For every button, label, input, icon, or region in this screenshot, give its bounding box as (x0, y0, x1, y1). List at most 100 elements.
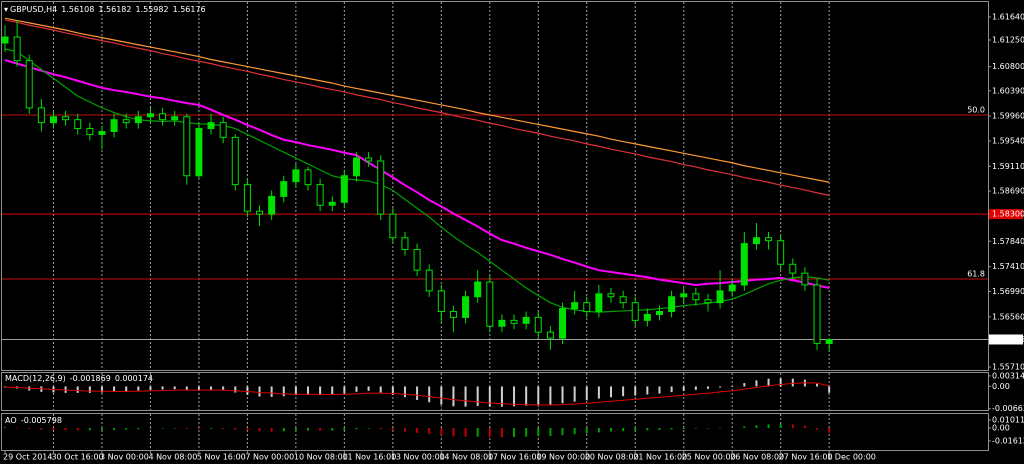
macd-bar (100, 386, 103, 393)
macd-bar (610, 386, 612, 398)
candle-body (340, 175, 348, 203)
ao-bar (137, 428, 140, 430)
ao-last: -0.005798 (21, 416, 62, 425)
candle-body (595, 293, 603, 313)
x-tick-label: 21 Nov 16:00 (633, 453, 687, 462)
ao-bar (828, 428, 831, 433)
ao-bar (585, 428, 588, 434)
ao-bar (246, 428, 249, 431)
candle-body (765, 237, 773, 242)
macd-bar (440, 386, 443, 405)
macd-bar (149, 386, 152, 390)
x-tick-label: 17 Nov 16:00 (488, 453, 542, 462)
candle-body (231, 136, 239, 186)
ao-bar (634, 428, 637, 431)
candle-body (752, 237, 760, 245)
ao-bar (88, 428, 91, 431)
signal-line (4, 382, 830, 406)
candle-body (13, 36, 21, 62)
macd-bar (185, 386, 188, 391)
ao-bar (307, 428, 309, 431)
x-tick-label: 26 Nov 08:00 (730, 453, 784, 462)
ao-bar (561, 428, 564, 436)
candle-body (122, 119, 130, 124)
ao-bar (113, 428, 116, 430)
candle-body (813, 284, 821, 344)
candle-body (728, 284, 736, 292)
ao-bar (197, 428, 200, 429)
macd-bar (125, 386, 128, 392)
candle-body (146, 113, 154, 118)
candle-body (62, 116, 70, 121)
candle-body (256, 210, 264, 215)
macd-bar (682, 386, 685, 391)
candle-body (207, 122, 215, 130)
candle-body (74, 119, 82, 130)
candle-body (559, 308, 567, 339)
ao-bar (16, 427, 19, 429)
candle-body (413, 249, 421, 271)
symbol-title: GBPUSD,H4 (10, 5, 57, 14)
level-label: 61.8 (967, 270, 985, 279)
ao-bar (52, 428, 55, 430)
y-tick-label: 1.61250 (992, 36, 1024, 45)
macd-label: MACD(12,26,9) (5, 374, 66, 383)
moving-average (4, 48, 830, 313)
chart-header: ▾ GBPUSD,H4 1.56108 1.56182 1.55982 1.56176 (4, 5, 206, 14)
x-tick-label: 1 Dec 00:00 (827, 453, 876, 462)
ao-label: AO (5, 416, 17, 425)
x-tick-label: 25 Nov 00:00 (682, 453, 736, 462)
last-low: 1.55982 (135, 5, 168, 14)
candle-body (692, 293, 700, 301)
macd-bar (791, 378, 794, 387)
level-label: 50.0 (967, 105, 985, 114)
candle-body (268, 195, 276, 215)
candle-body (510, 319, 518, 324)
ao-bar (743, 426, 746, 428)
macd-bar (743, 383, 746, 387)
ao-bar (513, 428, 516, 438)
signal-last: 0.000174 (115, 374, 153, 383)
ao-bar (64, 428, 67, 431)
macd-bar (828, 386, 831, 393)
x-tick-label: 10 Nov 08:00 (294, 453, 348, 462)
macd-bar (597, 386, 600, 399)
macd-bar (355, 386, 358, 392)
y-tick-label: 1.60800 (992, 62, 1024, 71)
last-high: 1.56182 (98, 5, 131, 14)
ao-bar (355, 428, 358, 430)
macd-bar (76, 386, 79, 393)
x-tick-label: 27 Nov 16:00 (779, 453, 833, 462)
macd-bar (270, 386, 273, 397)
candle-body (631, 302, 639, 321)
macd-bar (294, 386, 297, 396)
macd-bar (307, 386, 309, 395)
x-tick-label: 20 Nov 08:00 (585, 453, 639, 462)
ao-bar (816, 428, 819, 430)
ao-bar (452, 428, 455, 437)
ao-bar (670, 428, 673, 430)
macd-bar (210, 386, 213, 391)
ao-bar (803, 425, 806, 428)
ao-bar (379, 428, 382, 430)
y-tick-label: 1.57410 (992, 262, 1024, 271)
y-tick-label: 0.003141 (992, 371, 1024, 380)
macd-bar (646, 386, 649, 395)
y-tick-label: 1.56560 (992, 312, 1024, 321)
ao-header: AO -0.005798 (5, 416, 62, 425)
candle-body (522, 316, 530, 324)
ao-bar (40, 428, 43, 430)
candle-body (571, 302, 579, 310)
macd-bar (779, 378, 782, 387)
candle-body (474, 281, 482, 298)
macd-bar (573, 386, 576, 402)
macd-bar (197, 386, 200, 391)
ao-bar (100, 428, 103, 431)
macd-bar (258, 386, 261, 397)
candle-body (655, 311, 663, 315)
ao-bar (4, 427, 6, 428)
candle-body (171, 116, 179, 121)
macd-last: -0.001869 (70, 374, 111, 383)
macd-bar (670, 386, 673, 393)
